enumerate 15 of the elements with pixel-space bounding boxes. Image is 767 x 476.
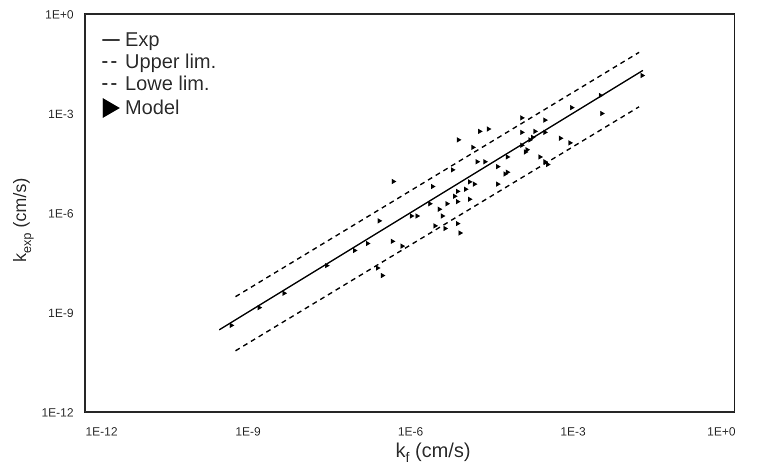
x-tick-label: 1E+0 — [707, 424, 736, 438]
x-tick-label: 1E-12 — [86, 424, 118, 438]
x-axis-title: k$_{f}$ (cm/s) — [394, 440, 472, 465]
x-tick-label: 1E-9 — [235, 424, 261, 438]
y-tick-label: 1E-9 — [48, 306, 74, 320]
y-tick-label: 1E+0 — [45, 8, 74, 22]
x-tick-label: 1E-3 — [560, 424, 586, 438]
legend-label: Upper lim. — [125, 51, 216, 73]
y-tick-label: 1E-6 — [48, 206, 74, 220]
y-tick-label: 1E-12 — [41, 406, 74, 420]
legend-label: Lowe lim. — [125, 73, 210, 95]
y-tick-label: 1E-3 — [48, 107, 74, 121]
legend-label: Model — [125, 97, 180, 119]
x-tick-label: 1E-6 — [398, 424, 424, 438]
legend-label: Exp — [125, 29, 160, 51]
